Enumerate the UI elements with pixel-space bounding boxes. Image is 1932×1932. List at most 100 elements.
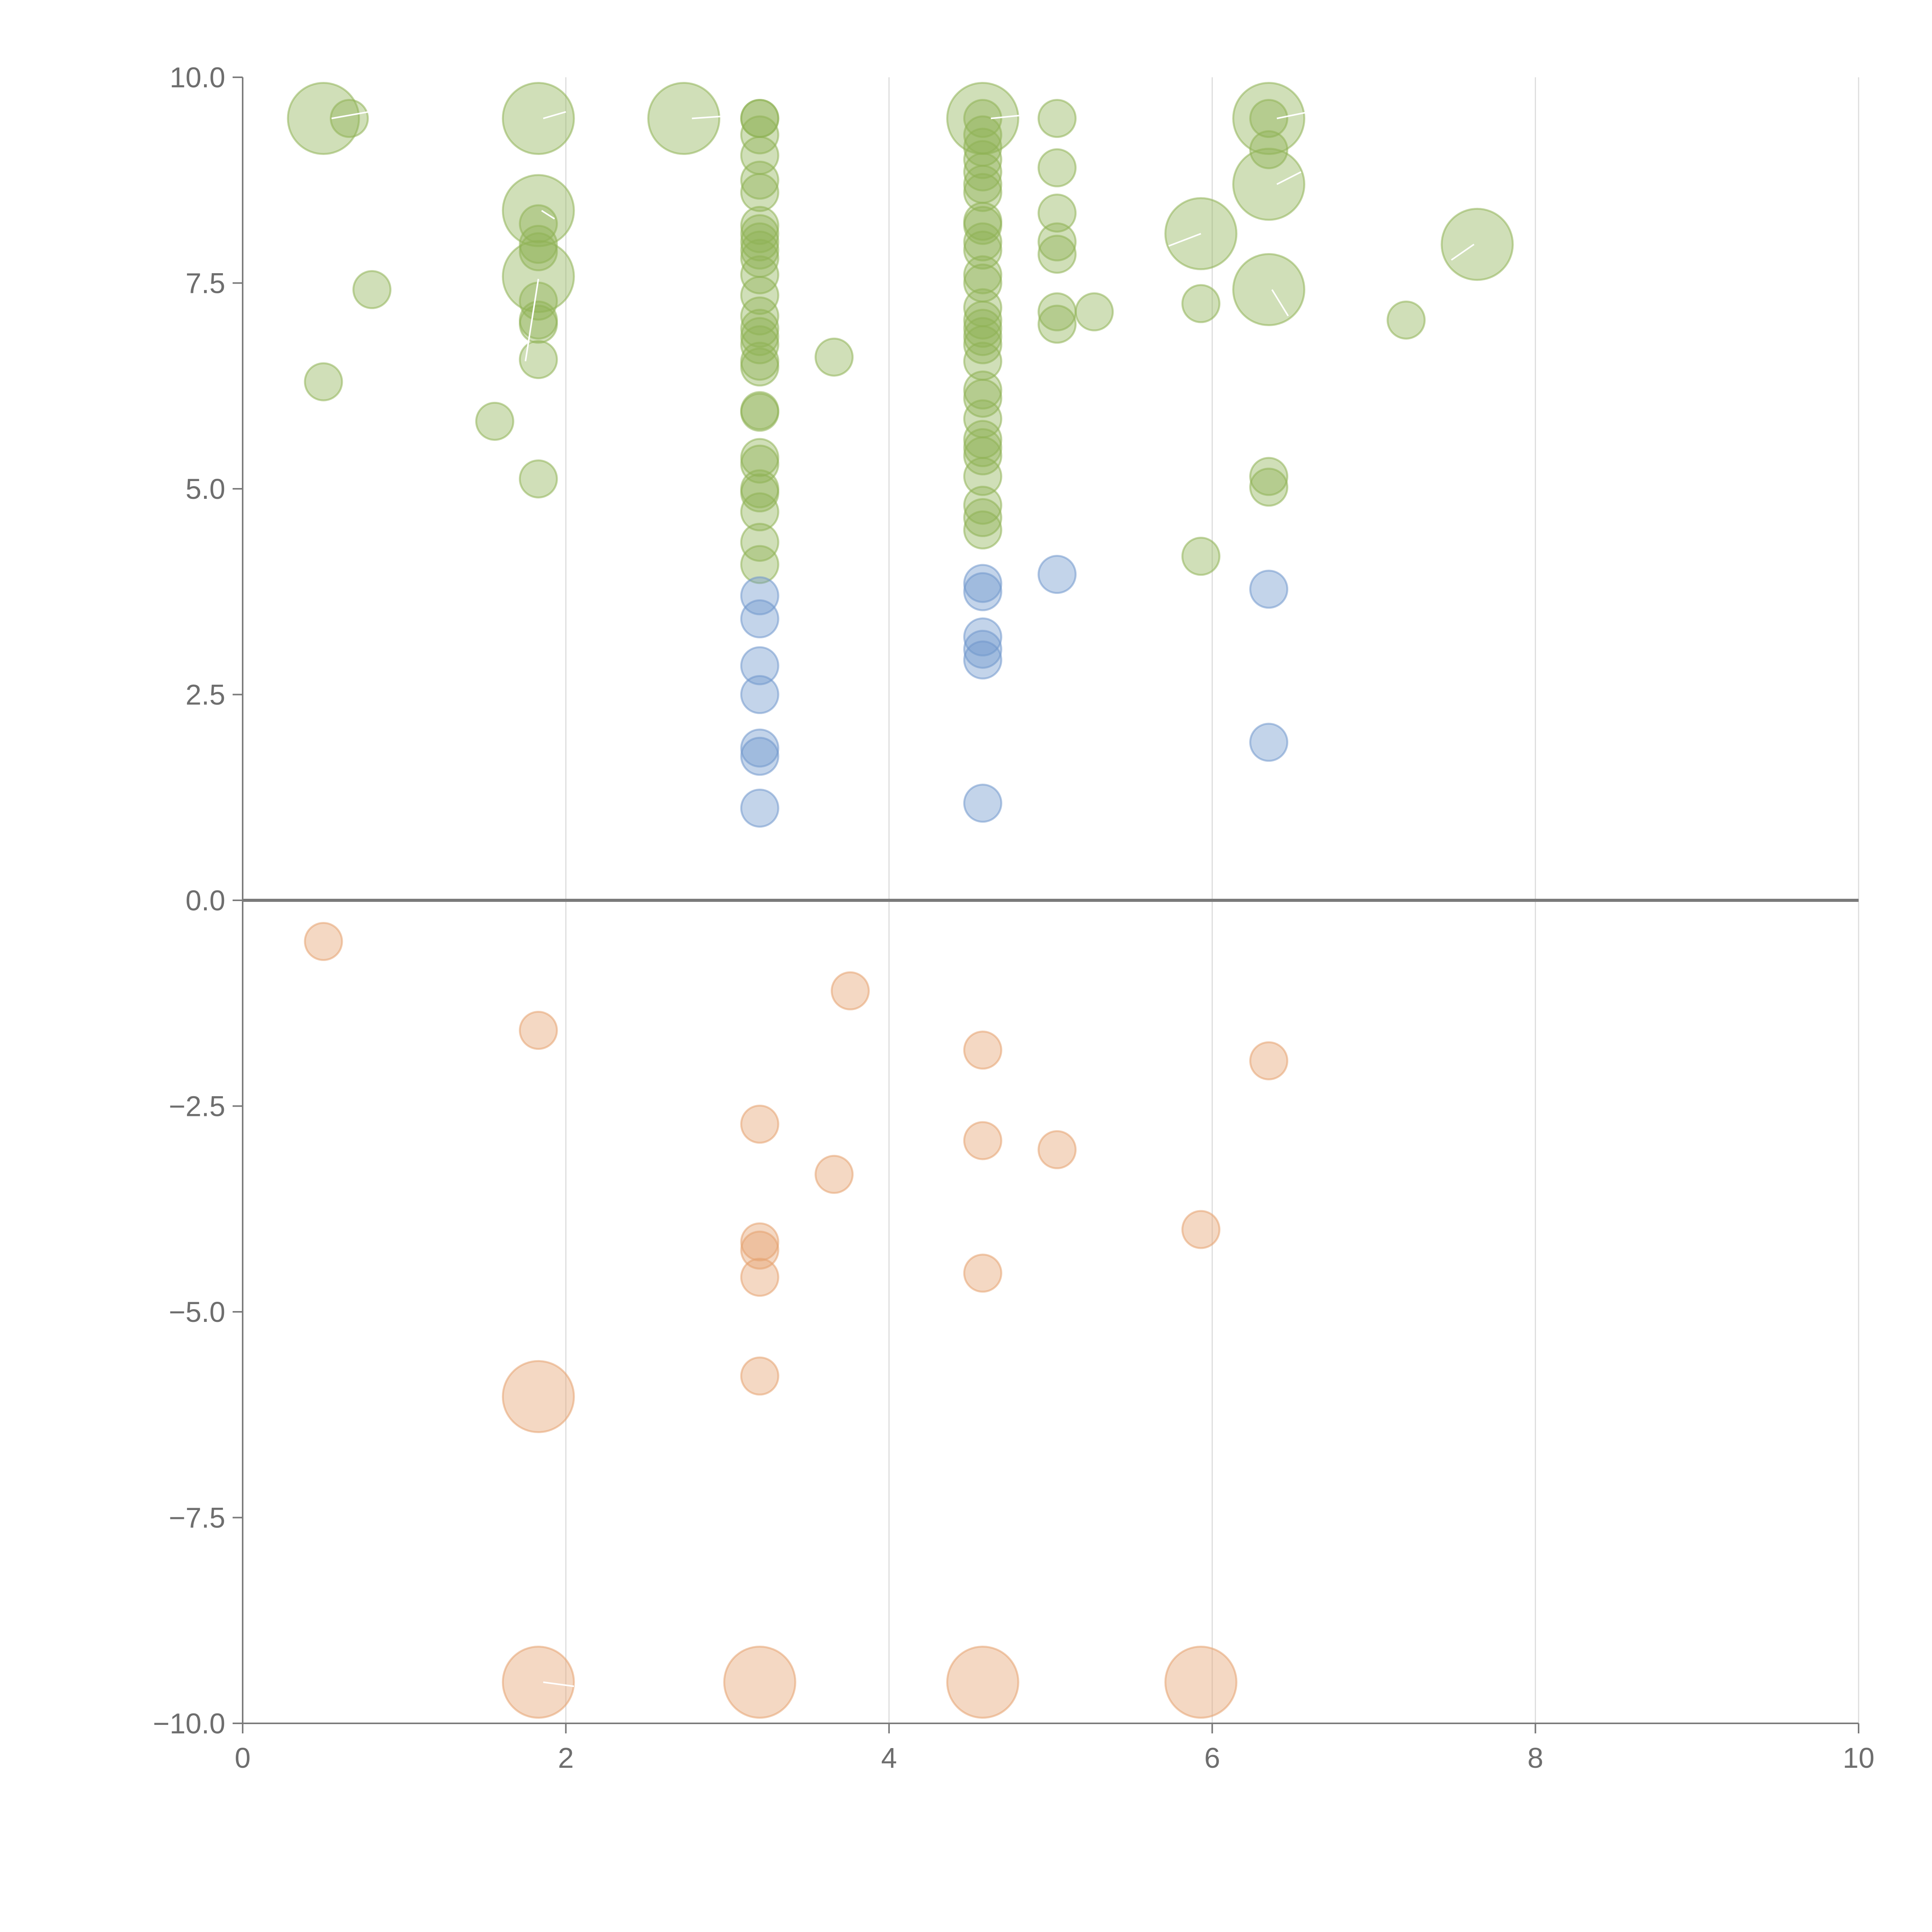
green-bubble — [740, 296, 779, 336]
label-leader-line — [1277, 111, 1310, 119]
blue-bubble — [740, 736, 779, 776]
green-bubble — [1075, 292, 1114, 332]
y-tick-label: −10.0 — [153, 1708, 225, 1740]
green-bubble — [740, 309, 779, 348]
green-bubble — [1181, 284, 1221, 323]
y-axis-ticks: 10.0 7.5 5.0 2.5 0.0 −2.5 −5.0 −7.5 −10.0 — [153, 61, 243, 1740]
green-bubble — [1232, 148, 1306, 221]
green-bubble — [287, 82, 360, 155]
orange-bubble — [1181, 1210, 1221, 1249]
blue-bubble — [740, 576, 779, 616]
label-leader-line — [692, 115, 728, 119]
label-leader-line — [331, 111, 369, 119]
blue-bubble — [740, 675, 779, 714]
green-bubble — [502, 82, 575, 155]
green-bubble — [330, 99, 369, 138]
green-bubble — [352, 270, 392, 310]
green-bubble — [647, 82, 721, 155]
orange-bubble — [963, 1253, 1002, 1293]
green-bubble — [740, 522, 779, 562]
label-leader-line — [1168, 233, 1201, 247]
y-tick-label: −2.5 — [169, 1090, 225, 1122]
green-bubble — [1181, 537, 1221, 576]
blue-bubble — [963, 617, 1002, 656]
green-bubble — [1249, 99, 1289, 138]
y-tick-label: 0.0 — [185, 884, 225, 917]
green-bubble — [815, 337, 854, 377]
green-bubble — [963, 325, 1002, 364]
green-bubble — [963, 428, 1002, 467]
x-axis-ticks: 0 2 4 6 8 10 — [235, 1723, 1874, 1774]
green-bubble — [1037, 148, 1077, 187]
blue-bubble — [1249, 723, 1289, 762]
green-bubble — [740, 160, 779, 200]
orange-bubble — [1037, 1130, 1077, 1169]
orange-bubble — [1164, 1646, 1238, 1719]
orange-bubble — [815, 1155, 854, 1194]
green-bubble — [519, 459, 558, 498]
green-bubble — [1232, 82, 1306, 155]
green-bubble — [519, 340, 558, 379]
green-bubble — [963, 436, 1002, 476]
x-tick-label: 2 — [558, 1742, 574, 1774]
y-tick-label: −7.5 — [169, 1502, 225, 1534]
orange-bubble — [740, 1230, 779, 1270]
orange-bubble — [1249, 1041, 1289, 1080]
x-tick-label: 0 — [235, 1742, 250, 1774]
green-bubble — [963, 222, 1002, 262]
orange-bubble — [723, 1646, 796, 1719]
green-bubble — [963, 370, 1002, 410]
green-bubble — [963, 99, 1002, 138]
green-bubble — [1249, 468, 1289, 507]
green-bubble — [1037, 193, 1077, 233]
green-bubble — [475, 401, 514, 441]
green-bubble — [1386, 300, 1426, 340]
green-bubble — [1037, 304, 1077, 344]
green-bubble — [963, 498, 1002, 537]
orange-bubble — [304, 922, 343, 961]
green-bubble — [740, 255, 779, 294]
green-bubble — [963, 457, 1002, 496]
x-tick-label: 4 — [881, 1742, 897, 1774]
green-bubble — [740, 115, 779, 155]
label-leader-line — [543, 1681, 574, 1687]
orange-bubble — [519, 1011, 558, 1050]
blue-bubble — [963, 564, 1002, 603]
green-bubble — [1037, 222, 1077, 262]
green-bubble — [740, 276, 779, 315]
orange-bubble — [946, 1646, 1019, 1719]
blue-bubble — [740, 788, 779, 828]
green-bubble — [740, 492, 779, 532]
green-bubble — [963, 309, 1002, 348]
blue-bubble — [963, 629, 1002, 669]
y-tick-label: −5.0 — [169, 1296, 225, 1328]
green-bubble — [963, 379, 1002, 418]
x-tick-label: 10 — [1843, 1742, 1874, 1774]
green-bubble — [740, 222, 779, 262]
label-leader-line — [1276, 171, 1302, 185]
green-bubble — [1232, 253, 1306, 327]
green-bubble — [519, 304, 558, 344]
green-bubble — [963, 510, 1002, 549]
green-bubble — [304, 362, 343, 401]
label-leader-line — [991, 113, 1032, 119]
orange-bubble — [963, 1121, 1002, 1160]
label-leader-line — [541, 210, 555, 220]
green-bubble — [1249, 457, 1289, 496]
label-leader-lines — [331, 111, 1475, 1687]
blue-bubble — [963, 784, 1002, 823]
blue-bubble — [1037, 555, 1077, 594]
blue-bubble — [963, 572, 1002, 611]
orange-bubble — [502, 1360, 575, 1433]
green-bubble — [963, 173, 1002, 212]
green-bubble — [963, 152, 1002, 192]
label-leader-line — [1271, 289, 1289, 316]
x-tick-label: 6 — [1204, 1742, 1220, 1774]
y-tick-label: 7.5 — [185, 267, 225, 299]
green-bubble — [1249, 130, 1289, 169]
blue-bubble — [963, 640, 1002, 680]
y-tick-label: 10.0 — [170, 61, 225, 94]
orange-bubble — [740, 1104, 779, 1144]
green-bubble — [1440, 207, 1514, 281]
